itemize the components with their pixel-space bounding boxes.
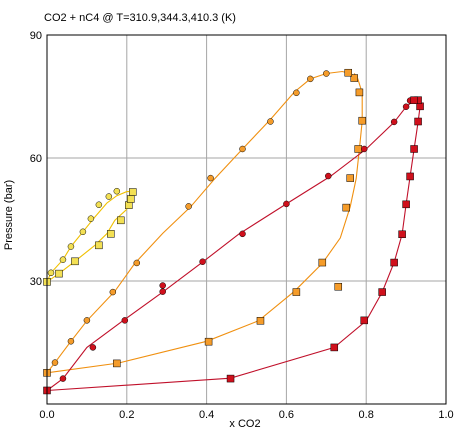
data-point-square: [390, 258, 398, 267]
series-curve: [46, 99, 421, 392]
data-point-square: [107, 230, 115, 238]
data-point-square: [292, 288, 301, 296]
data-point-circle: [207, 174, 214, 182]
data-point-square: [226, 374, 235, 383]
data-point-square: [129, 188, 137, 196]
data-point-circle: [105, 193, 113, 200]
data-point-circle: [283, 200, 290, 208]
data-point-square: [344, 68, 352, 77]
data-point-square: [117, 216, 125, 225]
data-point-circle: [67, 243, 75, 250]
data-point-square: [378, 288, 386, 296]
data-point-circle: [87, 215, 95, 222]
data-point-square: [256, 317, 265, 325]
data-point-circle: [95, 201, 103, 208]
data-point-square: [71, 257, 79, 266]
x-tick-label: 0.4: [199, 409, 214, 421]
data-point-circle: [267, 118, 274, 125]
data-point-circle: [89, 344, 97, 351]
data-point-square: [350, 74, 358, 82]
data-point-square: [360, 316, 368, 325]
data-point-circle: [83, 317, 91, 324]
data-point-square: [346, 174, 354, 182]
plot-frame: [46, 34, 447, 405]
y-tick-label: 90: [30, 30, 42, 42]
y-tick-label: 60: [30, 153, 42, 165]
data-point-circle: [133, 259, 141, 267]
data-point-circle: [159, 288, 166, 295]
data-point-circle: [293, 89, 300, 97]
data-point-circle: [121, 317, 129, 324]
data-point-circle: [113, 187, 121, 195]
data-point-square: [342, 203, 350, 212]
x-axis-title: x CO2: [229, 418, 260, 430]
data-point-square: [398, 230, 406, 239]
data-point-square: [414, 117, 422, 126]
data-point-circle: [109, 288, 117, 296]
x-tick-label: 1.0: [438, 409, 453, 421]
data-point-circle: [185, 203, 192, 210]
data-point-circle: [360, 145, 368, 153]
grid: [47, 35, 446, 404]
data-point-square: [402, 200, 410, 209]
series-curve: [46, 106, 407, 391]
data-point-circle: [51, 359, 59, 366]
data-point-square: [204, 337, 213, 346]
data-point-circle: [59, 256, 67, 263]
chart-title: CO2 + nC4 @ T=310.9,344.3,410.3 (K): [44, 12, 236, 24]
data-point-square: [55, 269, 63, 278]
series-curve: [46, 73, 363, 374]
data-point-square: [95, 241, 103, 250]
series-curve: [46, 191, 131, 283]
data-point-square: [358, 116, 366, 125]
data-point-square: [127, 195, 135, 203]
tick-labels: 0.0 0.2 0.4 0.6 0.8 1.0 30 60 90: [30, 30, 454, 421]
data-point-circle: [402, 103, 410, 110]
data-point-circle: [239, 230, 246, 238]
data-point-circle: [47, 269, 55, 277]
data-point-square: [354, 145, 362, 153]
x-tick-label: 0.8: [359, 409, 374, 421]
data-point-circle: [79, 228, 87, 236]
y-axis-title: Pressure (bar): [3, 180, 15, 250]
data-point-circle: [323, 70, 330, 77]
data-point-circle: [67, 338, 75, 345]
data-point-square: [334, 282, 343, 291]
data-point-square: [355, 88, 364, 97]
series-curve: [46, 70, 357, 374]
data-point-circle: [307, 75, 314, 83]
data-point-square: [410, 145, 418, 153]
data-point-circle: [390, 118, 398, 126]
data-point-circle: [59, 375, 67, 382]
y-tick-label: 30: [30, 276, 42, 288]
x-tick-label: 0.6: [279, 409, 294, 421]
data-point-square: [410, 96, 418, 104]
data-point-circle: [159, 282, 166, 289]
data-point-circle: [325, 172, 332, 180]
markers: [43, 68, 424, 395]
data-point-square: [318, 258, 327, 267]
x-tick-label: 0.0: [39, 409, 54, 421]
data-point-circle: [239, 145, 246, 153]
data-point-circle: [199, 258, 206, 265]
data-point-square: [113, 359, 121, 368]
data-point-square: [330, 343, 339, 352]
x-tick-label: 0.2: [119, 409, 134, 421]
data-point-square: [406, 172, 414, 181]
